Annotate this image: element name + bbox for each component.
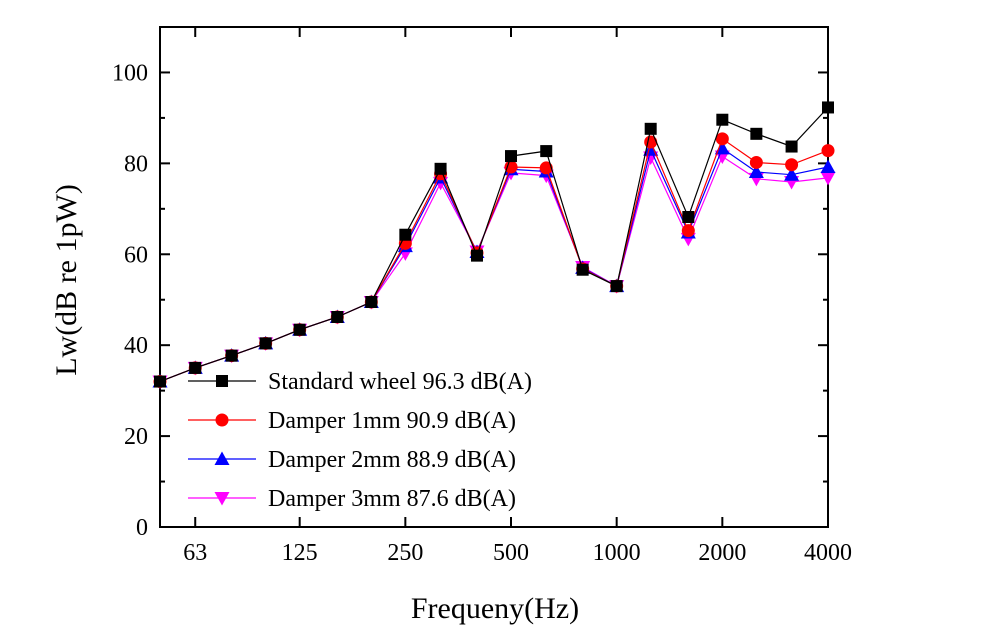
- data-point: [154, 375, 166, 388]
- data-point: [715, 132, 729, 146]
- series-1: [154, 101, 834, 388]
- data-point: [540, 145, 553, 158]
- y-tick-label: 60: [124, 242, 148, 268]
- data-point: [189, 361, 202, 374]
- legend-label: Damper 3mm 87.6 dB(A): [268, 486, 516, 512]
- data-point: [820, 159, 836, 173]
- data-point: [821, 144, 835, 158]
- data-point: [748, 164, 764, 178]
- data-point: [399, 228, 412, 241]
- data-point: [714, 140, 730, 155]
- data-point: [539, 161, 553, 175]
- data-point: [681, 224, 695, 238]
- y-tick-label: 0: [136, 515, 148, 541]
- data-point: [331, 311, 344, 323]
- legend: Standard wheel 96.3 dB(A) Damper 1mm 90.9…: [188, 369, 532, 512]
- data-point: [225, 349, 238, 362]
- x-tick-label: 125: [282, 540, 318, 566]
- legend-entry-3: Damper 2mm 88.9 dB(A): [188, 447, 516, 473]
- legend-marker: [215, 413, 229, 427]
- data-point: [644, 135, 658, 149]
- data-point: [470, 249, 483, 262]
- y-tick-label: 20: [124, 424, 148, 450]
- data-point: [785, 140, 798, 153]
- data-point: [576, 263, 589, 276]
- legend-entry-4: Damper 3mm 87.6 dB(A): [188, 486, 516, 512]
- legend-label: Standard wheel 96.3 dB(A): [268, 369, 532, 395]
- data-point: [644, 122, 657, 135]
- legend-entry-1: Standard wheel 96.3 dB(A): [188, 369, 532, 395]
- data-point: [293, 323, 306, 336]
- data-point: [785, 158, 799, 172]
- legend-marker: [214, 451, 230, 465]
- data-point: [820, 171, 836, 186]
- data-point: [504, 160, 518, 174]
- y-axis-title: Lw(dB re 1pW): [50, 184, 83, 376]
- legend-marker: [214, 492, 230, 506]
- data-point: [505, 150, 518, 163]
- x-tick-label: 2000: [698, 540, 746, 566]
- data-point: [434, 162, 447, 175]
- data-point: [749, 155, 763, 169]
- data-point: [822, 101, 834, 114]
- y-tick-label: 80: [124, 151, 148, 177]
- data-point: [259, 337, 272, 350]
- series-4: [152, 150, 836, 390]
- axes: 63 125 250 500 1000 2000 4000 0 20 40 60 80 100: [112, 26, 852, 566]
- series-2: [153, 132, 835, 389]
- data-point: [750, 127, 763, 140]
- legend-marker: [216, 375, 228, 387]
- x-tick-label: 250: [387, 540, 423, 566]
- y-tick-label: 100: [112, 60, 148, 86]
- data-point: [643, 142, 659, 156]
- data-point: [682, 211, 695, 223]
- x-tick-label: 500: [493, 540, 529, 566]
- legend-label: Damper 2mm 88.9 dB(A): [268, 447, 516, 473]
- data-point: [784, 167, 800, 181]
- x-tick-label: 1000: [593, 540, 641, 566]
- legend-entry-2: Damper 1mm 90.9 dB(A): [188, 408, 516, 434]
- series-layer: [152, 101, 836, 390]
- series-3: [152, 140, 836, 388]
- x-tick-label: 63: [183, 540, 207, 566]
- data-point: [365, 296, 378, 308]
- plot-frame: [159, 26, 829, 528]
- x-axis-title: Frequeny(Hz): [411, 592, 579, 625]
- data-point: [610, 280, 623, 293]
- data-point: [716, 113, 729, 126]
- x-tick-label: 4000: [804, 540, 852, 566]
- y-tick-label: 40: [124, 333, 148, 359]
- legend-label: Damper 1mm 90.9 dB(A): [268, 408, 516, 434]
